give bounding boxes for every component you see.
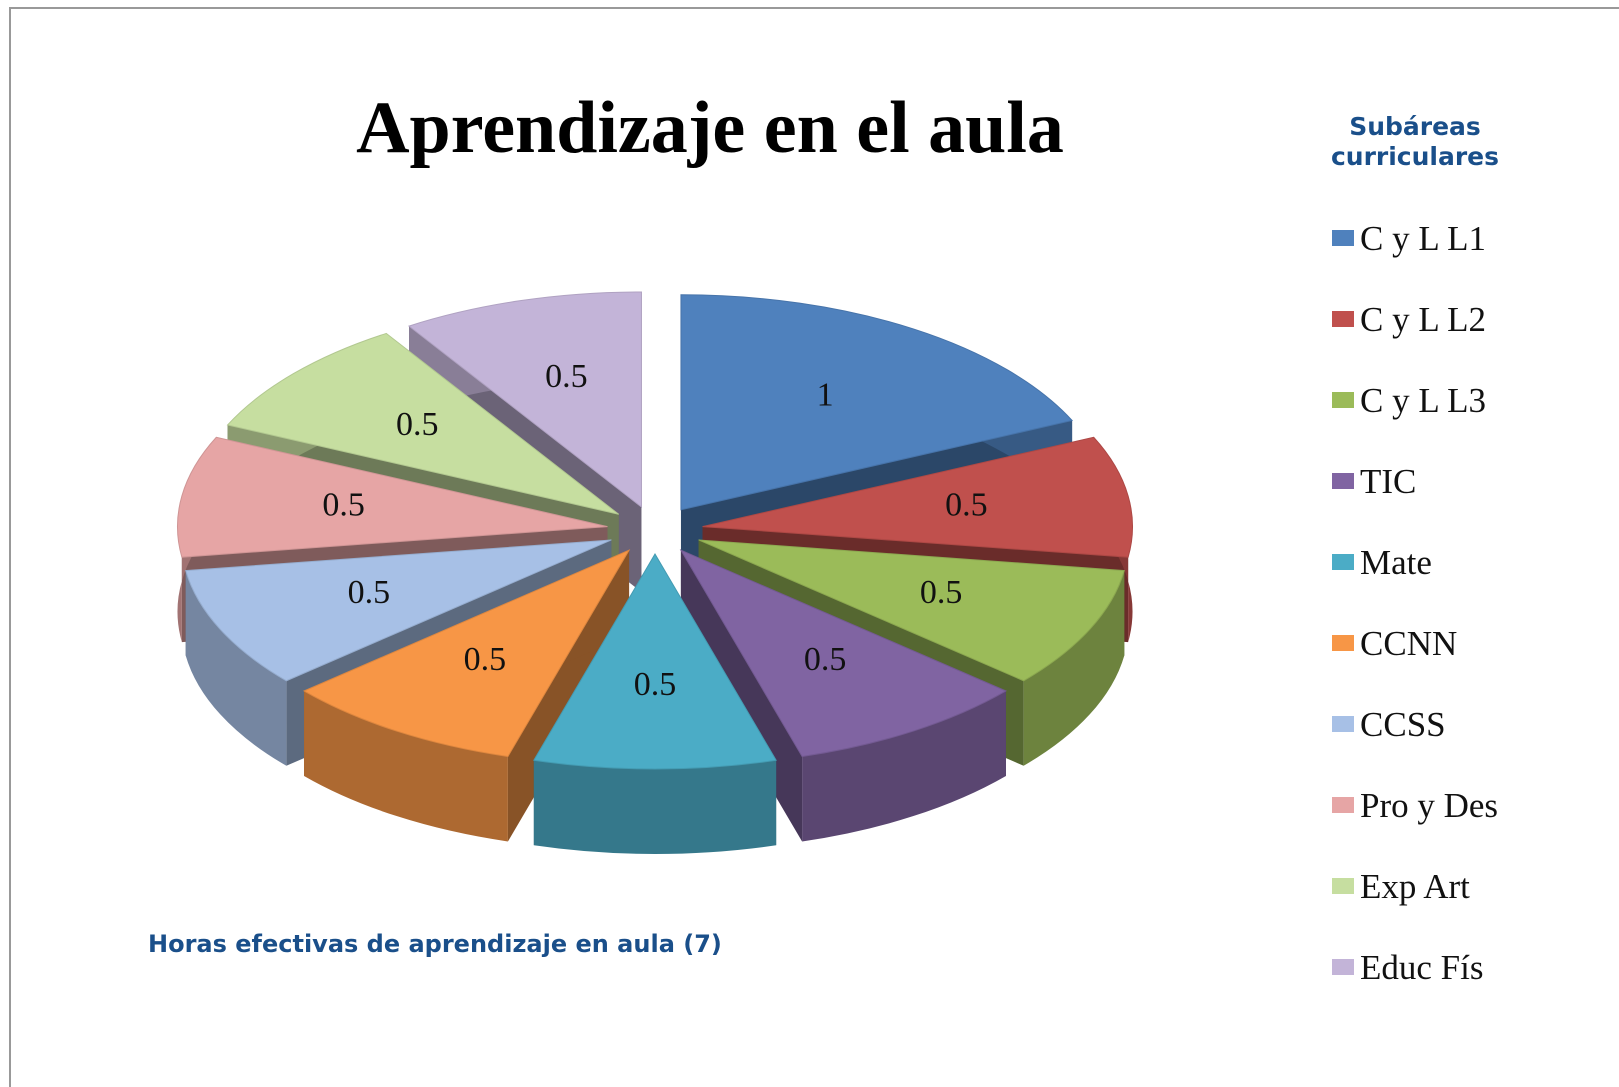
data-label: 0.5 xyxy=(396,406,439,443)
legend-swatch xyxy=(1332,473,1354,489)
legend-swatch xyxy=(1332,797,1354,813)
legend-swatch xyxy=(1332,878,1354,894)
legend-swatch xyxy=(1332,635,1354,651)
data-label: 0.5 xyxy=(804,641,847,678)
data-label: 0.5 xyxy=(945,486,988,523)
legend-label: Exp Art xyxy=(1360,867,1470,906)
data-label: 0.5 xyxy=(348,574,391,611)
slice xyxy=(698,539,1125,682)
data-label: 0.5 xyxy=(634,666,677,703)
legend-swatch xyxy=(1332,230,1354,246)
slice-wall xyxy=(533,760,777,854)
frame xyxy=(9,7,1619,1087)
pie: 1 0.5 0.5 0.5 0.5 0.5 0.5 0.5 0.5 0.5 xyxy=(177,291,1133,854)
legend-label: CCSS xyxy=(1360,705,1446,744)
slice xyxy=(302,549,631,758)
annotation: Horas efectivas de aprendizaje en aula (… xyxy=(148,930,722,958)
legend-label: CCNN xyxy=(1360,624,1457,663)
slice xyxy=(226,332,620,515)
data-label: 0.5 xyxy=(464,641,507,678)
slice xyxy=(177,436,608,558)
slice xyxy=(679,549,1008,758)
legend-label: C y L L3 xyxy=(1360,381,1486,420)
legend-label: Mate xyxy=(1360,543,1432,582)
legend-label: C y L L2 xyxy=(1360,300,1486,339)
data-label: 0.5 xyxy=(545,358,588,395)
slice xyxy=(533,553,777,770)
legend-swatch xyxy=(1332,554,1354,570)
legend-label: TIC xyxy=(1360,462,1416,501)
legend-swatch xyxy=(1332,392,1354,408)
data-label: 1 xyxy=(817,376,834,413)
chart-title: Aprendizaje en el aula xyxy=(356,87,1064,169)
data-label: 0.5 xyxy=(920,574,963,611)
legend-swatch xyxy=(1332,959,1354,975)
legend-label: Pro y Des xyxy=(1360,786,1498,825)
legend-label: Educ Fís xyxy=(1360,948,1483,987)
slice-wall xyxy=(802,690,1006,842)
legend: C y L L1 C y L L2 C y L L3 TIC Mate CCNN CCSS P… xyxy=(1332,219,1498,987)
slice xyxy=(407,291,642,508)
slice xyxy=(185,539,612,682)
legend-label: C y L L1 xyxy=(1360,219,1486,258)
slice xyxy=(702,436,1133,558)
slice-wall xyxy=(304,690,508,842)
slice-wall xyxy=(185,570,287,766)
data-label: 0.5 xyxy=(322,486,365,523)
slice xyxy=(680,294,1074,511)
legend-swatch xyxy=(1332,311,1354,327)
legend-swatch xyxy=(1332,716,1354,732)
slice-wall xyxy=(1023,570,1125,766)
legend-title: Subáreas curriculares xyxy=(1330,112,1500,171)
